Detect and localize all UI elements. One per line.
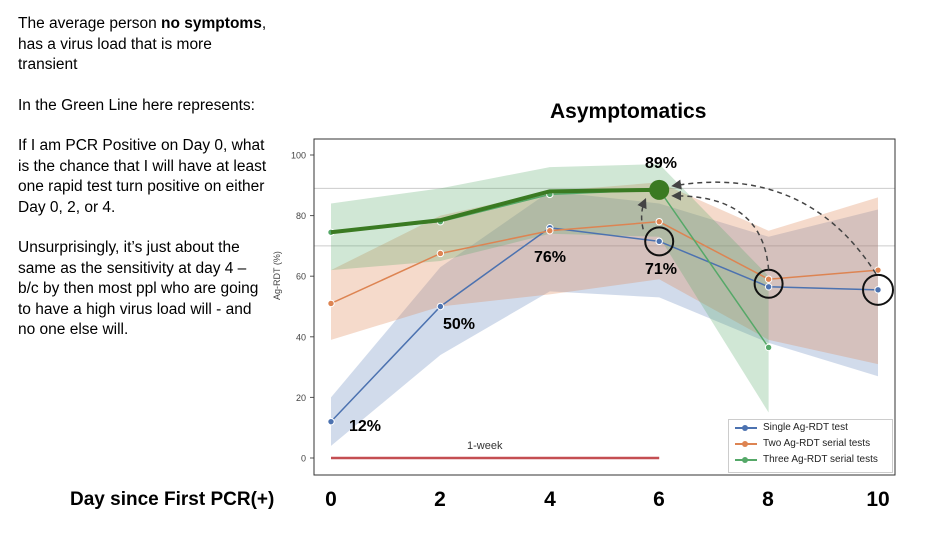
y-tick-label: 20 (296, 393, 306, 403)
plot-frame (313, 138, 896, 476)
gridlines: 0 20 40 60 80 100 (291, 151, 895, 464)
chart-legend: Single Ag-RDT test Two Ag-RDT serial tes… (728, 419, 893, 473)
series-lines (327, 179, 882, 460)
highlight-line (330, 187, 660, 235)
point-single (436, 302, 445, 311)
one-week-label: 1-week (467, 440, 503, 452)
note-paragraph-3: If I am PCR Positive on Day 0, what is t… (18, 137, 267, 216)
y-tick-label: 60 (296, 272, 306, 282)
band-three (331, 164, 769, 413)
point-two (764, 275, 773, 283)
arrow-from-day6 (637, 198, 647, 230)
arrow-from-day10 (671, 179, 877, 275)
confidence-bands (331, 164, 878, 446)
point-single (874, 286, 882, 294)
band-two (331, 182, 878, 365)
highlight-point (649, 179, 670, 200)
point-single (764, 283, 773, 291)
note-paragraph-2: In the Green Line here represents: (18, 96, 255, 114)
annotation-50pct: 50% (443, 316, 476, 333)
legend-item-single: Single Ag-RDT test (729, 420, 892, 436)
x-axis-title: Day since First PCR(+) (70, 489, 275, 510)
x-tick-label: 6 (653, 488, 665, 511)
annotation-89pct: 89% (645, 155, 678, 172)
line-single (330, 226, 879, 423)
legend-item-three: Three Ag-RDT serial tests (729, 452, 892, 468)
annotation-76pct: 76% (534, 249, 567, 266)
highlight-circle (862, 273, 894, 306)
line-two (330, 220, 879, 305)
point-two (655, 217, 663, 226)
note-paragraph-4: Unsurprisingly, it’s just about the same… (18, 239, 259, 338)
band-single (331, 191, 878, 446)
point-two (327, 299, 335, 308)
y-tick-label: 0 (301, 454, 306, 464)
no-symptoms-emphasis: no symptoms (161, 15, 262, 32)
point-two (436, 249, 445, 258)
x-tick-label: 0 (325, 488, 337, 511)
point-two (874, 266, 882, 274)
highlight-circle (644, 226, 675, 257)
chart-title: Asymptomatics (550, 100, 707, 123)
x-tick-label: 2 (434, 488, 446, 511)
point-three (764, 343, 773, 352)
legend-item-two: Two Ag-RDT serial tests (729, 436, 892, 452)
point-single (655, 237, 663, 246)
y-axis-label: Ag-RDT (%) (272, 251, 282, 300)
y-tick-label: 100 (291, 151, 306, 161)
annotation-71pct: 71% (645, 261, 678, 278)
point-two (546, 227, 554, 235)
x-tick-label: 4 (544, 488, 556, 511)
explanation-notes: The average person no symptoms, has a vi… (18, 14, 268, 361)
annotation-12pct: 12% (349, 418, 382, 435)
overlay-annotations (637, 179, 894, 306)
y-tick-label: 40 (296, 332, 306, 342)
point-single (327, 417, 335, 426)
y-tick-label: 80 (296, 211, 306, 221)
note-paragraph-1: The average person no symptoms, has a vi… (18, 15, 267, 73)
arrow-from-day8 (671, 190, 770, 270)
x-tick-label: 8 (762, 488, 774, 511)
x-tick-label: 10 (866, 488, 890, 511)
